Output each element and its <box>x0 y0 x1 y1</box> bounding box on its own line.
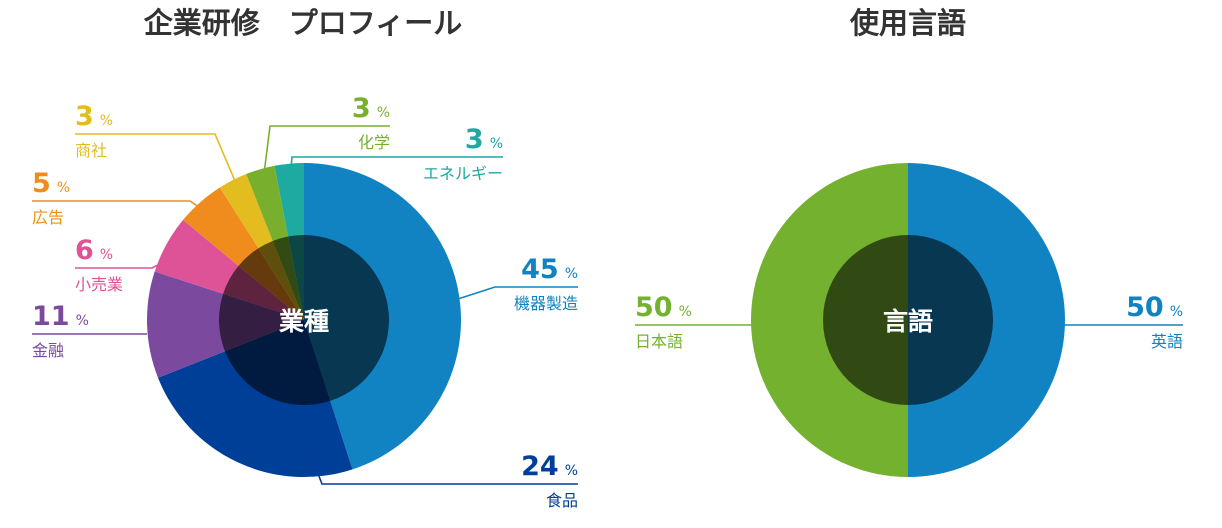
leader-line-食品 <box>311 457 578 485</box>
callout-食品: 24 % 食品 <box>311 451 578 510</box>
value-label-日本語: 50% <box>635 292 692 323</box>
category-label-金融: 金融 <box>32 341 64 360</box>
callout-英語: 50 % 英語 <box>1040 292 1183 351</box>
value-label-小売業: 6% <box>75 235 113 266</box>
slice-inner-エネルギー <box>288 235 304 320</box>
value-label-エネルギー: 3% <box>465 124 503 155</box>
callout-小売業: 6 % 小売業 <box>75 235 165 294</box>
slice-inner-機器製造 <box>304 235 390 401</box>
category-label-エネルギー: エネルギー <box>423 164 503 183</box>
value-label-商社: 3% <box>75 101 113 132</box>
category-label-英語: 英語 <box>1151 332 1183 351</box>
leader-line-化学 <box>262 125 390 183</box>
leader-line-広告 <box>32 200 213 217</box>
value-label-機器製造: 45% <box>521 254 578 285</box>
category-label-食品: 食品 <box>546 491 578 510</box>
callout-機器製造: 45 % 機器製造 <box>432 254 578 313</box>
chart-title-language: 使用言語 <box>849 6 966 40</box>
slice-inner-金融 <box>218 293 304 352</box>
category-label-小売業: 小売業 <box>75 275 123 294</box>
category-label-機器製造: 機器製造 <box>514 294 578 313</box>
callouts: 45 % 機器製造 24 % 食品 11 % 金融 6 % 小売業 5 % 広告 3 % 商社 3 % 化学 3 % エネルギ… <box>32 93 1183 510</box>
callout-エネルギー: 3 % エネルギー <box>289 124 503 183</box>
slice-inner-食品 <box>224 320 331 406</box>
value-label-英語: 50% <box>1126 292 1183 323</box>
category-label-広告: 広告 <box>32 208 64 227</box>
value-label-金融: 11% <box>32 301 89 332</box>
slice-inner-商社 <box>258 240 304 320</box>
category-label-日本語: 日本語 <box>635 332 683 351</box>
slice-inner-広告 <box>238 248 304 320</box>
slice-inner-英語 <box>908 235 993 405</box>
category-label-商社: 商社 <box>75 141 107 160</box>
industry-donut-center <box>218 235 390 406</box>
callout-広告: 5 % 広告 <box>32 168 213 227</box>
slice-inner-化学 <box>272 236 304 320</box>
slice-inner-日本語 <box>823 235 908 405</box>
value-label-食品: 24% <box>521 451 578 482</box>
industry-center-label: 業種 <box>279 307 329 336</box>
value-label-広告: 5% <box>32 168 70 199</box>
leader-line-エネルギー <box>289 156 503 181</box>
language-donut-center <box>823 235 993 405</box>
callout-金融: 11 % 金融 <box>32 301 147 360</box>
leader-line-機器製造 <box>432 286 578 308</box>
value-label-化学: 3% <box>352 93 390 124</box>
callout-商社: 3 % 商社 <box>75 101 239 189</box>
category-label-化学: 化学 <box>358 133 390 152</box>
chart-title-industry: 企業研修 プロフィール <box>144 6 462 40</box>
leader-line-商社 <box>75 133 239 189</box>
callout-日本語: 50 % 日本語 <box>635 292 778 351</box>
callout-化学: 3 % 化学 <box>262 93 390 183</box>
leader-line-小売業 <box>75 261 165 269</box>
slice-inner-小売業 <box>223 265 304 320</box>
language-center-label: 言語 <box>883 307 933 336</box>
